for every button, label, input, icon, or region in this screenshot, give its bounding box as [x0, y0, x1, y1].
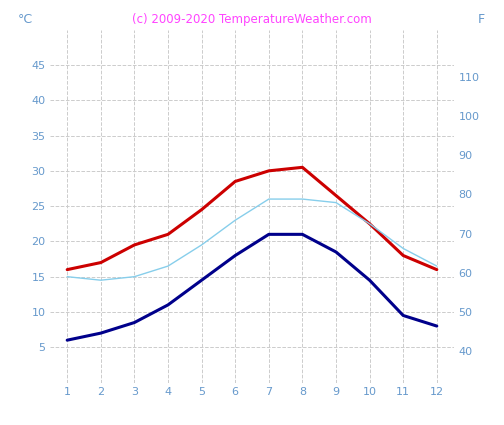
Text: (c) 2009-2020 TemperatureWeather.com: (c) 2009-2020 TemperatureWeather.com	[132, 13, 372, 26]
Text: °C: °C	[18, 13, 33, 26]
Text: F: F	[478, 13, 485, 26]
